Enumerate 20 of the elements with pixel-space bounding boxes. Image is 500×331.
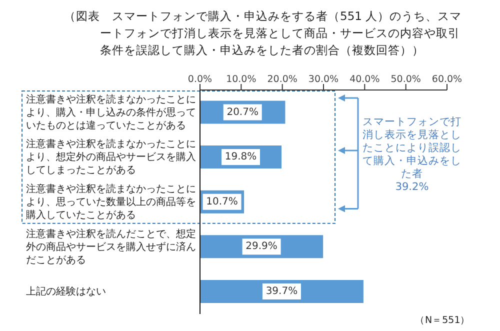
data-label: 20.7% <box>226 106 258 118</box>
y-tick-label: 注意書きや注釈を読まなかったことにより、想定外の商品やサービスを購入してしまったことがある <box>26 138 196 176</box>
x-tick-label: 30.0% <box>308 74 339 85</box>
x-tick-label: 40.0% <box>350 74 380 85</box>
data-label: 29.9% <box>246 241 278 252</box>
chart-title: （図表 スマートフォンで購入・申込みをする者（551 人）のうち、スマートフォンで打消し表示を見落として商品・サービスの内容や取引条件を誤認して購入・申込みをした者の割合（複数回答）） <box>64 8 463 59</box>
data-label: 39.7% <box>266 286 298 297</box>
y-tick-label: 注意書きや注釈を読まなかったことにより、購入・申し込みの条件が思っていたものとは違っていたことがある <box>26 93 196 132</box>
x-tick-label: 20.0% <box>267 74 298 85</box>
y-tick-label: 注意書きや注釈を読んだことで、想定外の商品やサービスを購入せずに済んだことがある <box>26 228 196 266</box>
y-tick-label: 注意書きや注釈を読まなかったことにより、思っていた数量以上の商品等を購入していたことがある <box>26 182 196 221</box>
x-tick-label: 0.0% <box>188 74 212 85</box>
annotation: スマートフォンで打消し表示を見落としたことにより誤認して購入・申込みをした者 39.2% <box>362 116 462 193</box>
y-tick-label: 上記の経験はない <box>26 285 106 298</box>
x-tick-label: 60.0% <box>432 74 462 85</box>
x-tick-label: 50.0% <box>390 74 421 85</box>
text: （N＝551） <box>415 314 470 327</box>
data-label: 10.7% <box>206 196 238 208</box>
x-tick-label: 10.0% <box>226 74 256 85</box>
data-label: 19.8% <box>224 152 257 163</box>
